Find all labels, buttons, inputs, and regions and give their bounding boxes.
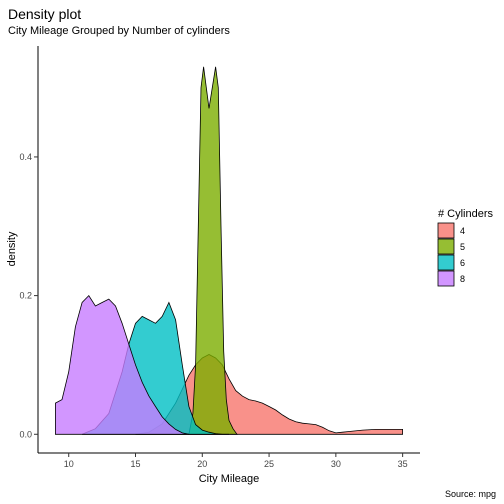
legend-title: # Cylinders — [438, 208, 494, 220]
legend-label-4: 4 — [460, 226, 465, 236]
legend-key-5 — [437, 238, 455, 255]
chart-caption: Source: mpg — [444, 489, 496, 499]
x-tick-label: 20 — [197, 459, 207, 469]
y-tick-label: 0.2 — [19, 291, 32, 301]
x-tick-label: 25 — [264, 459, 274, 469]
y-axis-title: density — [6, 231, 18, 266]
density-area-cyl-5 — [188, 66, 238, 435]
density-layer — [55, 66, 403, 435]
chart-title: Density plot — [8, 6, 82, 22]
y-tick-label: 0.4 — [19, 152, 32, 162]
legend-label-6: 6 — [460, 258, 465, 268]
legend-label-8: 8 — [460, 274, 465, 284]
x-tick-label: 30 — [331, 459, 341, 469]
x-tick-label: 10 — [64, 459, 74, 469]
x-tick-label: 15 — [130, 459, 140, 469]
x-ticks: 10 15 20 25 30 35 — [64, 453, 408, 469]
chart-subtitle: City Mileage Grouped by Number of cylind… — [8, 25, 230, 37]
density-area-cyl-8 — [55, 294, 189, 435]
legend-key-6 — [437, 254, 455, 271]
x-axis-title: City Mileage — [199, 473, 260, 485]
y-ticks: 0.0 0.2 0.4 — [19, 152, 38, 439]
x-tick-label: 35 — [398, 459, 408, 469]
legend-key-4 — [437, 222, 455, 239]
y-tick-label: 0.0 — [19, 429, 32, 439]
legend-key-8 — [437, 270, 455, 287]
legend-label-5: 5 — [460, 242, 465, 252]
legend: # Cylinders 4 5 6 8 — [437, 208, 494, 287]
